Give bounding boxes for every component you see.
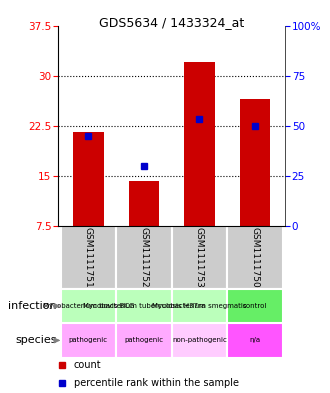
Text: count: count xyxy=(74,360,101,371)
Text: infection: infection xyxy=(8,301,57,311)
Text: non-pathogenic: non-pathogenic xyxy=(172,338,227,343)
Bar xyxy=(116,289,172,323)
Bar xyxy=(172,323,227,358)
Bar xyxy=(60,323,116,358)
Bar xyxy=(60,226,116,289)
Bar xyxy=(227,226,283,289)
Text: pathogenic: pathogenic xyxy=(124,338,163,343)
Text: GSM1111751: GSM1111751 xyxy=(84,227,93,288)
Bar xyxy=(60,289,116,323)
Bar xyxy=(129,181,159,226)
Text: n/a: n/a xyxy=(249,338,260,343)
Bar xyxy=(73,132,104,226)
Text: Mycobacterium tuberculosis H37ra: Mycobacterium tuberculosis H37ra xyxy=(83,303,205,309)
Bar xyxy=(240,99,270,226)
Text: percentile rank within the sample: percentile rank within the sample xyxy=(74,378,239,388)
Text: GSM1111750: GSM1111750 xyxy=(250,227,259,288)
Text: species: species xyxy=(15,335,57,345)
Text: pathogenic: pathogenic xyxy=(69,338,108,343)
Bar xyxy=(227,323,283,358)
Text: GSM1111752: GSM1111752 xyxy=(139,227,148,288)
Text: Mycobacterium bovis BCG: Mycobacterium bovis BCG xyxy=(43,303,134,309)
Bar xyxy=(116,226,172,289)
Bar xyxy=(172,226,227,289)
Bar xyxy=(116,323,172,358)
Text: Mycobacterium smegmatis: Mycobacterium smegmatis xyxy=(152,303,247,309)
Bar xyxy=(172,289,227,323)
Bar xyxy=(227,289,283,323)
Text: control: control xyxy=(243,303,267,309)
Text: GSM1111753: GSM1111753 xyxy=(195,227,204,288)
Bar xyxy=(184,62,214,226)
Text: GDS5634 / 1433324_at: GDS5634 / 1433324_at xyxy=(99,16,244,29)
